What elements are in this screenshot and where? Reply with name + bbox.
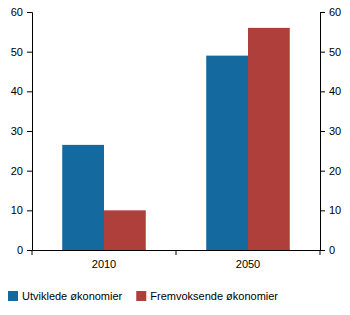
- x-axis: 2010 2050: [32, 250, 321, 270]
- tick-mark: [320, 171, 325, 172]
- legend-label: Fremvoksende økonomier: [150, 290, 278, 302]
- tick-label: 2010: [92, 258, 116, 270]
- tick-label: 30: [11, 125, 23, 137]
- tick-mark: [27, 250, 32, 251]
- tick-mark: [320, 52, 325, 53]
- tick-label: 2050: [236, 258, 260, 270]
- tick-mark: [27, 52, 32, 53]
- category-separator: [320, 250, 321, 255]
- tick-label: 40: [11, 85, 23, 97]
- tick-label: 50: [11, 46, 23, 58]
- tick: 0: [17, 244, 32, 256]
- tick: 20: [11, 165, 32, 177]
- tick-mark: [27, 12, 32, 13]
- tick: 10: [11, 204, 32, 216]
- y-left-axis: 0 10 20 30 40 50 60: [11, 6, 33, 256]
- tick-mark: [320, 250, 325, 251]
- tick-mark: [27, 210, 32, 211]
- category-separator: [176, 250, 177, 255]
- axis-line: [27, 13, 33, 251]
- legend: Utviklede økonomier Fremvoksende økonomie…: [8, 290, 278, 302]
- bar: [248, 28, 290, 250]
- tick-mark: [27, 171, 32, 172]
- category-separator: [32, 250, 33, 255]
- tick: 60: [11, 6, 32, 18]
- axis-line: [321, 13, 326, 251]
- tick-label: 60: [329, 6, 341, 18]
- tick-label: 0: [17, 244, 23, 256]
- bar: [62, 145, 104, 250]
- tick-label: 50: [329, 46, 341, 58]
- tick: 20: [320, 165, 341, 177]
- tick: 2010: [92, 250, 116, 270]
- tick: 60: [320, 6, 341, 18]
- tick-mark: [320, 210, 325, 211]
- tick: 30: [320, 125, 341, 137]
- tick-label: 0: [329, 244, 335, 256]
- tick-label: 10: [11, 204, 23, 216]
- tick: 0: [320, 244, 335, 256]
- tick: 40: [320, 85, 341, 97]
- tick-mark: [320, 91, 325, 92]
- tick-label: 10: [329, 204, 341, 216]
- tick: 2050: [236, 250, 260, 270]
- tick: 50: [11, 46, 32, 58]
- tick-label: 20: [329, 165, 341, 177]
- tick-mark: [320, 12, 325, 13]
- bar: [104, 210, 146, 250]
- tick: 50: [320, 46, 341, 58]
- tick-mark: [320, 131, 325, 132]
- chart: 0 10 20 30 40 50 60 0 10 20 30 40 50 60 2010 2050 Utvikl…: [0, 0, 350, 315]
- tick-label: 20: [11, 165, 23, 177]
- tick-mark: [27, 131, 32, 132]
- legend-swatch: [136, 291, 146, 301]
- tick-label: 40: [329, 85, 341, 97]
- bar: [206, 56, 248, 250]
- legend-item: Utviklede økonomier: [8, 290, 123, 302]
- bars: [62, 28, 290, 250]
- y-right-axis: 0 10 20 30 40 50 60: [320, 6, 341, 256]
- tick-label: 60: [11, 6, 23, 18]
- tick: 40: [11, 85, 32, 97]
- tick-label: 30: [329, 125, 341, 137]
- tick: 30: [11, 125, 32, 137]
- legend-swatch: [8, 291, 18, 301]
- tick-mark: [27, 91, 32, 92]
- legend-label: Utviklede økonomier: [22, 290, 123, 302]
- tick: 10: [320, 204, 341, 216]
- legend-item: Fremvoksende økonomier: [136, 290, 278, 302]
